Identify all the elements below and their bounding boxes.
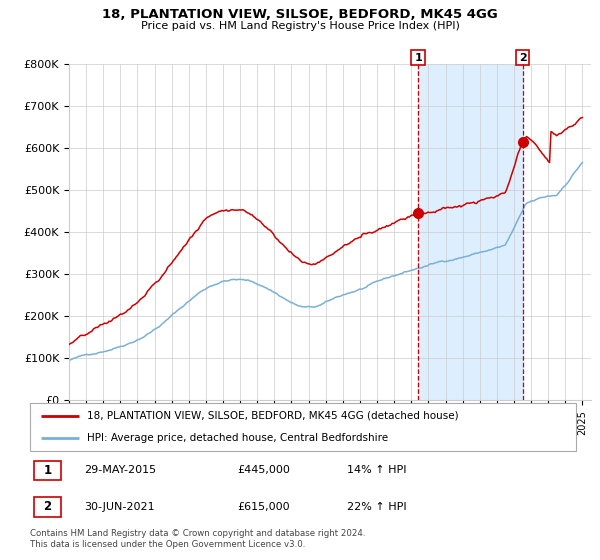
Text: £445,000: £445,000 (238, 465, 290, 475)
Bar (418, 64, 523, 400)
Text: 1: 1 (43, 464, 52, 477)
Text: 2: 2 (518, 53, 526, 63)
Text: 1: 1 (414, 53, 422, 63)
Bar (34, 497, 61, 516)
Text: 30-JUN-2021: 30-JUN-2021 (85, 502, 155, 512)
Text: 14% ↑ HPI: 14% ↑ HPI (347, 465, 406, 475)
Text: 18, PLANTATION VIEW, SILSOE, BEDFORD, MK45 4GG: 18, PLANTATION VIEW, SILSOE, BEDFORD, MK… (102, 8, 498, 21)
Bar (34, 460, 61, 480)
Text: £615,000: £615,000 (238, 502, 290, 512)
Text: 18, PLANTATION VIEW, SILSOE, BEDFORD, MK45 4GG (detached house): 18, PLANTATION VIEW, SILSOE, BEDFORD, MK… (88, 410, 459, 421)
Text: Contains HM Land Registry data © Crown copyright and database right 2024.
This d: Contains HM Land Registry data © Crown c… (30, 529, 365, 549)
Text: 29-MAY-2015: 29-MAY-2015 (85, 465, 157, 475)
Text: HPI: Average price, detached house, Central Bedfordshire: HPI: Average price, detached house, Cent… (88, 433, 388, 444)
Text: 2: 2 (43, 500, 52, 514)
Text: Price paid vs. HM Land Registry's House Price Index (HPI): Price paid vs. HM Land Registry's House … (140, 21, 460, 31)
Text: 22% ↑ HPI: 22% ↑ HPI (347, 502, 406, 512)
